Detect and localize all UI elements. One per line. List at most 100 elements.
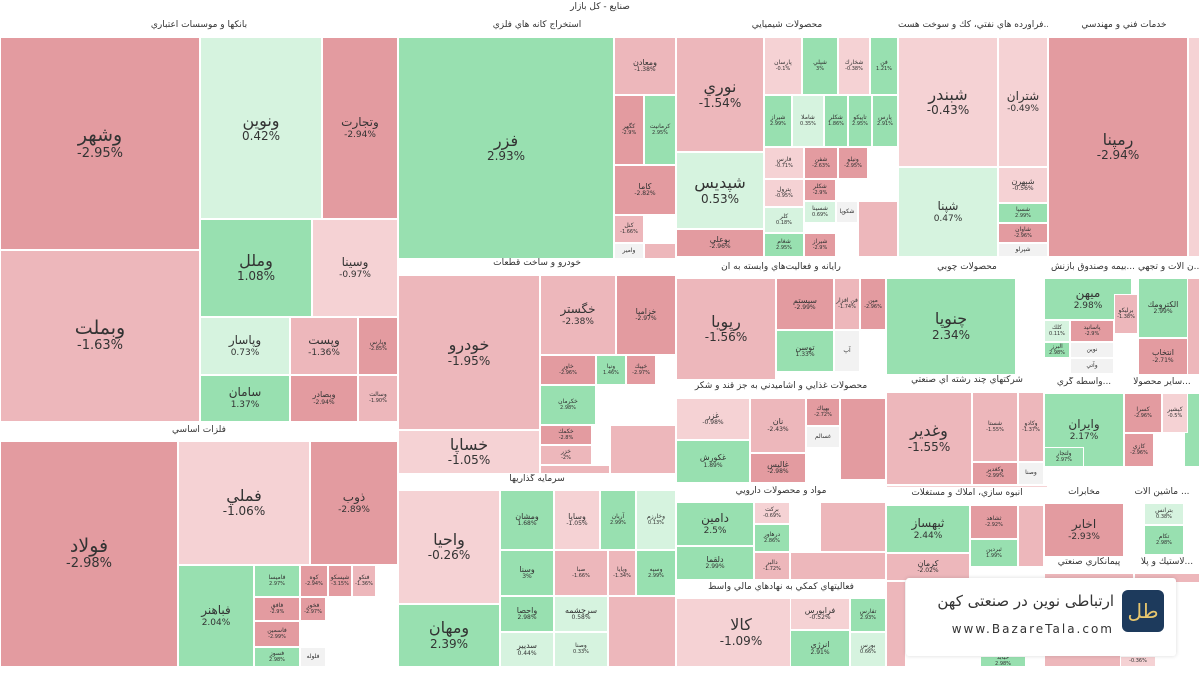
treemap-tile[interactable]: شبهرن -0.56%: [998, 167, 1048, 203]
treemap-tile[interactable]: فافق -2.9%: [254, 597, 300, 621]
treemap-tile[interactable]: فن 1.21%: [870, 37, 898, 95]
treemap-tile[interactable]: سيستم -2.99%: [776, 278, 834, 330]
treemap-tile[interactable]: اخابر -2.93%: [1044, 503, 1124, 557]
treemap-tile[interactable]: خكمك -2.8%: [540, 425, 592, 445]
treemap-tile[interactable]: وپايا -1.34%: [608, 550, 636, 596]
treemap-tile[interactable]: چنوپا 2.34%: [886, 278, 1016, 375]
treemap-tile[interactable]: شسپا 2.99%: [998, 203, 1048, 223]
treemap-tile[interactable]: وكادو -1.37%: [1018, 392, 1044, 462]
treemap-tile[interactable]: ولتجار 2.97%: [1044, 447, 1084, 467]
treemap-tile[interactable]: ومهان 2.39%: [398, 604, 500, 667]
treemap-tile[interactable]: ذوب -2.89%: [310, 441, 398, 565]
treemap-tile[interactable]: شاوان -2.96%: [998, 223, 1048, 243]
treemap-tile[interactable]: خپيك -2.97%: [626, 355, 656, 385]
treemap-tile[interactable]: خودرو -1.95%: [398, 275, 540, 430]
treemap-tile[interactable]: سرچشمه 0.58%: [554, 596, 608, 632]
treemap-tile[interactable]: ومشان 1.68%: [500, 490, 554, 550]
treemap-tile[interactable]: غزر -0.98%: [676, 398, 750, 440]
treemap-tile[interactable]: كازي -2.96%: [1124, 433, 1154, 467]
treemap-tile[interactable]: وتجارت -2.94%: [322, 37, 398, 219]
treemap-tile[interactable]: فارس -0.71%: [764, 147, 804, 179]
treemap-tile[interactable]: شپرلو: [998, 243, 1048, 257]
treemap-tile[interactable]: كنل -1.66%: [614, 215, 644, 243]
treemap-tile[interactable]: بهپاك -2.72%: [806, 398, 840, 426]
treemap-tile[interactable]: پارس 2.91%: [872, 95, 898, 147]
treemap-tile[interactable]: صبا -1.66%: [554, 550, 608, 596]
treemap-tile[interactable]: شيراز 2.99%: [764, 95, 792, 147]
treemap-tile[interactable]: خبابد 2.98%: [980, 656, 1026, 667]
treemap-tile[interactable]: وملل 1.08%: [200, 219, 312, 317]
treemap-tile[interactable]: تكام 2.98%: [1144, 525, 1184, 555]
treemap-tile[interactable]: رپويا -1.56%: [676, 278, 776, 380]
treemap-tile[interactable]: كسرا -2.96%: [1124, 393, 1162, 433]
treemap-tile[interactable]: فاميسا 2.97%: [254, 565, 300, 597]
treemap-tile[interactable]: شپديس 0.53%: [676, 152, 764, 229]
treemap-tile[interactable]: شغام 2.95%: [764, 233, 804, 257]
treemap-tile[interactable]: دامين 2.5%: [676, 502, 754, 546]
treemap-tile[interactable]: كگهر -2.9%: [614, 95, 644, 165]
treemap-tile[interactable]: وسنا 3%: [500, 550, 554, 596]
treemap-tile[interactable]: ثبردين 1.99%: [970, 539, 1018, 567]
treemap-tile[interactable]: وآتي: [1070, 358, 1114, 374]
treemap-tile[interactable]: فملي -1.06%: [178, 441, 310, 565]
treemap-tile[interactable]: وصنا 0.33%: [554, 632, 608, 667]
treemap-tile[interactable]: فاسمين -2.99%: [254, 621, 300, 647]
treemap-tile[interactable]: فسوز 2.98%: [254, 647, 300, 667]
treemap-tile[interactable]: تاپيكو 2.95%: [848, 95, 872, 147]
treemap-tile[interactable]: پارسان -0.1%: [764, 37, 802, 95]
treemap-tile[interactable]: نوين: [1070, 342, 1114, 358]
treemap-tile[interactable]: وسالت -1.90%: [358, 375, 398, 422]
treemap-tile[interactable]: برليكو -1.38%: [1114, 294, 1138, 334]
treemap-tile[interactable]: رمپنا -2.94%: [1048, 37, 1188, 257]
treemap-tile[interactable]: غسالم: [806, 426, 840, 448]
treemap-tile[interactable]: شفن -2.63%: [804, 147, 838, 179]
treemap-tile[interactable]: بوعلي -2.96%: [676, 229, 764, 257]
treemap-tile[interactable]: وسپه 2.99%: [636, 550, 676, 596]
treemap-tile[interactable]: درهاور 2.86%: [754, 524, 790, 552]
treemap-tile[interactable]: وپست -1.36%: [290, 317, 358, 375]
treemap-tile[interactable]: نان -2.43%: [750, 398, 806, 453]
treemap-tile[interactable]: ونيلو -2.95%: [838, 147, 868, 179]
treemap-tile[interactable]: واحيا -0.26%: [398, 490, 500, 604]
treemap-tile[interactable]: خگستر -2.38%: [540, 275, 616, 355]
treemap-tile[interactable]: شپنا 0.47%: [898, 167, 998, 257]
treemap-tile[interactable]: خاور -2.96%: [540, 355, 596, 385]
treemap-tile[interactable]: ثبهساز 2.44%: [886, 505, 970, 553]
treemap-tile[interactable]: كالا -1.09%: [676, 598, 806, 667]
treemap-tile[interactable]: شبندر -0.43%: [898, 37, 998, 167]
treemap-tile[interactable]: شپلي 3%: [802, 37, 838, 95]
treemap-tile[interactable]: بورس 0.66%: [850, 632, 886, 667]
treemap-tile[interactable]: شتران -0.49%: [998, 37, 1048, 167]
treemap-tile[interactable]: وامير: [614, 243, 644, 259]
treemap-tile[interactable]: فباهنر 2.04%: [178, 565, 254, 667]
treemap-tile[interactable]: وسينا -0.97%: [312, 219, 398, 317]
treemap-tile[interactable]: شكلر 1.86%: [824, 95, 848, 147]
treemap-tile[interactable]: سامان 1.37%: [200, 375, 290, 422]
treemap-tile[interactable]: وكغدير -2.99%: [972, 462, 1018, 485]
treemap-tile[interactable]: دلقما 2.99%: [676, 546, 754, 580]
treemap-tile[interactable]: خزاميا -2.97%: [616, 275, 676, 355]
treemap-tile[interactable]: توسن 1.33%: [776, 330, 834, 372]
treemap-tile[interactable]: شكلر -2.9%: [804, 179, 836, 201]
treemap-tile[interactable]: وپارس -2.85%: [358, 317, 398, 375]
treemap-tile[interactable]: كلر 0.18%: [764, 207, 804, 233]
treemap-tile[interactable]: وساپا -1.05%: [554, 490, 600, 550]
treemap-tile[interactable]: ومعادن -1.38%: [614, 37, 676, 95]
treemap-tile[interactable]: فولاد -2.98%: [0, 441, 178, 667]
treemap-tile[interactable]: كپشير -0.5%: [1162, 393, 1188, 433]
treemap-tile[interactable]: البرز 2.98%: [1044, 342, 1070, 358]
treemap-tile[interactable]: مپن -2.96%: [860, 278, 886, 330]
treemap-tile[interactable]: وپاسار 0.73%: [200, 317, 290, 375]
treemap-tile[interactable]: وبصادر -2.94%: [290, 375, 358, 422]
treemap-tile[interactable]: خزر -2%: [540, 445, 592, 465]
treemap-tile[interactable]: تفارس 2.93%: [850, 598, 886, 632]
treemap-tile[interactable]: انرژي 2.91%: [790, 630, 850, 667]
treemap-tile[interactable]: وخارزم 0.13%: [636, 490, 676, 550]
treemap-tile[interactable]: شستا -1.55%: [972, 392, 1018, 462]
treemap-tile[interactable]: كاما -2.82%: [614, 165, 676, 215]
treemap-tile[interactable]: پاسانيد -2.9%: [1070, 320, 1114, 342]
treemap-tile[interactable]: فخور -2.97%: [300, 597, 326, 621]
treemap-tile[interactable]: سديير 0.44%: [500, 632, 554, 667]
treemap-tile[interactable]: خكرمان 2.98%: [540, 385, 596, 425]
treemap-tile[interactable]: كرمانيت 2.95%: [644, 95, 676, 165]
